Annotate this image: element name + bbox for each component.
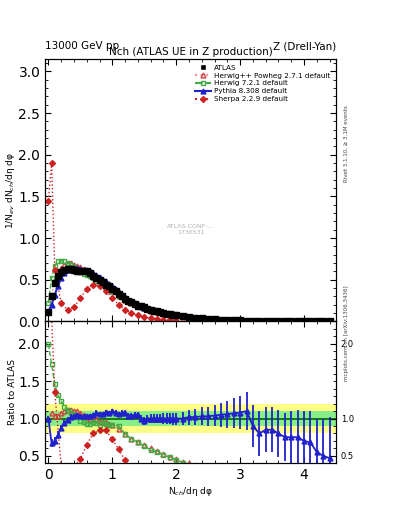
Y-axis label: Ratio to ATLAS: Ratio to ATLAS (8, 359, 17, 425)
Legend: ATLAS, Herwig++ Powheg 2.7.1 default, Herwig 7.2.1 default, Pythia 8.308 default: ATLAS, Herwig++ Powheg 2.7.1 default, He… (193, 62, 332, 104)
X-axis label: N$_{ch}$/dη dφ: N$_{ch}$/dη dφ (168, 485, 213, 498)
Text: Rivet 3.1.10, ≥ 3.1M events: Rivet 3.1.10, ≥ 3.1M events (344, 105, 349, 182)
Text: 13000 GeV pp: 13000 GeV pp (45, 41, 119, 51)
Bar (45, 411, 336, 426)
Text: ATLAS-CONF-...
1736531: ATLAS-CONF-... 1736531 (167, 224, 215, 235)
Bar (45, 403, 336, 434)
Title: Nch (ATLAS UE in Z production): Nch (ATLAS UE in Z production) (109, 47, 272, 57)
Y-axis label: 1/N$_{ev}$ dN$_{ch}$/dη dφ: 1/N$_{ev}$ dN$_{ch}$/dη dφ (4, 152, 17, 229)
Text: Z (Drell-Yan): Z (Drell-Yan) (273, 41, 336, 51)
Text: mcplots.cern.ch [arXiv:1306.3436]: mcplots.cern.ch [arXiv:1306.3436] (344, 285, 349, 380)
